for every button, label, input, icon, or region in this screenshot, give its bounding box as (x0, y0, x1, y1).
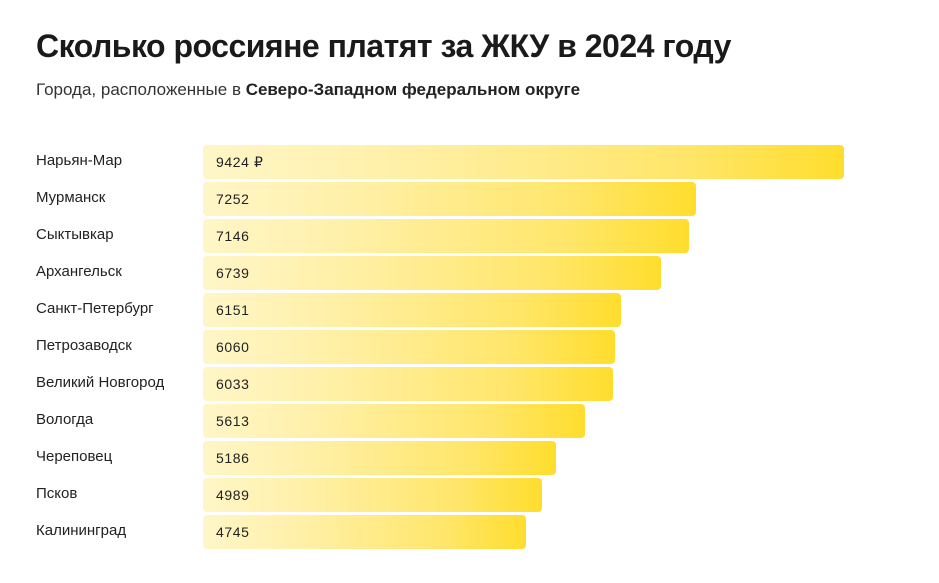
chart-title: Сколько россияне платят за ЖКУ в 2024 го… (36, 28, 731, 64)
bar-value-label: 6060 (216, 339, 250, 355)
bar: 7146 (203, 219, 689, 253)
bar: 4745 (203, 515, 526, 549)
bar: 5186 (203, 441, 556, 475)
category-label: Череповец (36, 448, 113, 465)
subtitle-region: Северо-Западном федеральном округе (245, 80, 581, 99)
category-label: Санкт-Петербург (36, 300, 154, 317)
bar-value-label: 7252 (216, 191, 250, 207)
bar-value-label: 6151 (216, 302, 250, 318)
bar: 6151 (203, 293, 621, 327)
bar: 6060 (203, 330, 615, 364)
bar-value-label: 4989 (216, 487, 250, 503)
bar: 6033 (203, 367, 613, 401)
bar-value-label: 4745 (216, 524, 250, 540)
bar: 7252 (203, 182, 696, 216)
category-label: Мурманск (36, 189, 106, 206)
bar-value-label: 6739 (216, 265, 250, 281)
bar-value-label: 6033 (216, 376, 250, 392)
bar: 6739 (203, 256, 661, 290)
bar: 4989 (203, 478, 542, 512)
bar-value-label: 5613 (216, 413, 250, 429)
category-label: Сыктывкар (36, 226, 114, 243)
category-label: Архангельск (36, 263, 122, 280)
bar: 9424 ₽ (203, 145, 844, 179)
bar-value-label: 5186 (216, 450, 250, 466)
bar-value-label: 9424 ₽ (216, 154, 264, 170)
bar: 5613 (203, 404, 585, 438)
bar-value-label: 7146 (216, 228, 250, 244)
chart-subtitle: Города, расположенные в Северо-Западном … (36, 80, 580, 100)
category-label: Псков (36, 485, 78, 502)
category-label: Нарьян-Мар (36, 152, 123, 169)
subtitle-prefix: Города, расположенные в (36, 80, 246, 99)
category-label: Петрозаводск (36, 337, 132, 354)
category-label: Великий Новгород (36, 374, 165, 391)
category-label: Калининград (36, 522, 127, 539)
category-label: Вологда (36, 411, 94, 428)
